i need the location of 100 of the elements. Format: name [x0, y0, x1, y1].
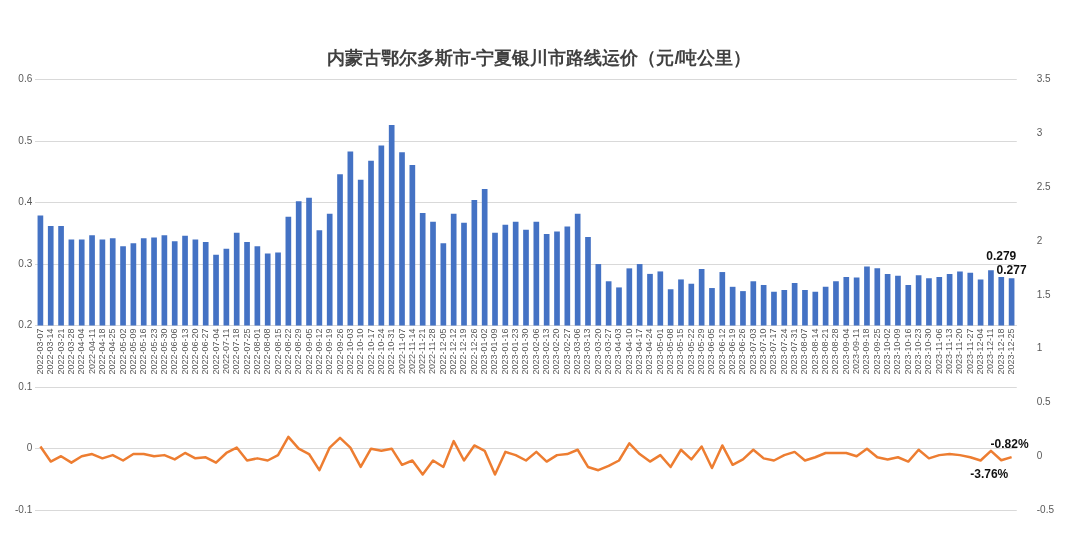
x-tick-label: 2022-07-18	[231, 328, 242, 375]
x-tick-label: 2022-11-07	[396, 328, 407, 374]
x-tick-label: 2023-07-10	[758, 328, 769, 375]
x-tick-label: 2023-11-20	[954, 328, 965, 374]
x-tick-label: 2023-01-23	[510, 328, 521, 375]
y2-tick-label: -0.5	[1036, 503, 1055, 515]
x-tick-label: 2023-04-24	[644, 328, 655, 375]
x-tick-label: 2022-12-19	[458, 328, 469, 375]
bar	[295, 201, 302, 326]
x-tick-label: 2022-11-21	[417, 328, 428, 374]
x-tick-label: 2023-01-09	[489, 328, 500, 375]
bar	[750, 281, 757, 326]
y2-tick-label: 2	[1036, 234, 1043, 246]
x-tick-label: 2023-09-11	[851, 328, 862, 374]
bar	[109, 238, 116, 326]
x-tick-label: 2022-07-25	[241, 328, 252, 375]
bar	[667, 289, 674, 326]
bar	[564, 226, 571, 326]
bar	[481, 189, 488, 326]
x-tick-label: 2023-10-16	[902, 328, 913, 375]
x-tick-label: 2023-10-02	[882, 328, 893, 375]
y2-tick-label: 2.5	[1036, 180, 1052, 192]
x-tick-label: 2023-12-25	[1006, 328, 1017, 375]
x-tick-label: 2023-04-17	[634, 328, 645, 375]
x-tick-label: 2023-10-09	[892, 328, 903, 375]
x-tick-label: 2023-02-13	[541, 328, 552, 375]
bar	[998, 276, 1005, 326]
x-tick-label: 2022-10-17	[365, 328, 376, 375]
bar	[833, 281, 839, 326]
chart-title: 内蒙古鄂尔多斯市-宁夏银川市路线运价（元/吨公里）	[326, 47, 752, 68]
bar	[368, 160, 374, 326]
x-tick-label: 2023-07-31	[789, 328, 800, 375]
bar	[585, 237, 591, 326]
bar	[357, 179, 364, 326]
x-tick-label: 2023-11-13	[944, 328, 955, 374]
bar	[977, 279, 984, 326]
x-tick-label: 2023-04-03	[613, 328, 624, 375]
x-tick-label: 2023-02-20	[551, 328, 562, 375]
x-tick-label: 2022-03-28	[65, 328, 76, 375]
x-tick-label: 2022-11-28	[427, 328, 438, 374]
y-tick-label: -0.1	[15, 503, 33, 515]
data-label: -3.76%	[970, 466, 1009, 481]
bar	[595, 264, 602, 326]
bar	[182, 235, 188, 326]
bar	[647, 273, 653, 326]
x-tick-label: 2022-09-05	[303, 328, 314, 375]
x-tick-label: 2023-09-04	[840, 328, 851, 375]
x-tick-label: 2023-03-20	[592, 328, 603, 375]
x-tick-label: 2023-10-23	[913, 328, 924, 375]
bar	[502, 224, 509, 326]
x-tick-label: 2023-07-24	[778, 328, 789, 375]
bar	[554, 231, 560, 326]
y2-tick-label: 3.5	[1036, 73, 1052, 85]
x-tick-label: 2022-12-26	[468, 328, 479, 375]
y-tick-label: 0.1	[18, 380, 33, 392]
x-tick-label: 2022-05-02	[117, 328, 128, 375]
bar	[864, 266, 870, 326]
bar	[936, 276, 943, 326]
x-tick-label: 2022-07-04	[210, 328, 221, 375]
y2-tick-label: 0.5	[1036, 396, 1052, 408]
bar	[967, 272, 974, 326]
bar	[781, 289, 788, 326]
x-tick-label: 2023-09-25	[871, 328, 882, 375]
x-tick-label: 2022-09-19	[324, 328, 335, 375]
x-tick-label: 2023-01-16	[499, 328, 510, 375]
bar	[957, 271, 963, 326]
y2-tick-label: 1.5	[1036, 288, 1052, 300]
x-tick-label: 2022-06-20	[189, 328, 200, 375]
bar	[78, 239, 85, 326]
x-tick-label: 2023-04-10	[623, 328, 634, 375]
bar	[678, 279, 684, 326]
x-tick-label: 2023-07-17	[768, 328, 779, 375]
bar	[450, 213, 457, 326]
y2-tick-label: 0	[1036, 449, 1043, 461]
bar	[843, 276, 850, 326]
bar	[244, 241, 250, 326]
x-tick-label: 2022-08-08	[262, 328, 273, 375]
x-tick-label: 2022-09-12	[313, 328, 324, 375]
x-tick-label: 2023-06-12	[716, 328, 727, 375]
x-tick-label: 2023-09-18	[861, 328, 872, 375]
x-tick-label: 2022-12-12	[448, 328, 459, 375]
bar	[709, 288, 715, 326]
bar	[419, 213, 426, 326]
x-tick-label: 2022-05-23	[148, 328, 159, 375]
x-tick-label: 2023-03-13	[582, 328, 593, 375]
y-tick-label: 0.3	[18, 257, 33, 269]
x-tick-label: 2023-12-11	[985, 328, 996, 374]
bar	[688, 283, 695, 326]
x-tick-label: 2023-02-27	[561, 328, 572, 375]
x-tick-label: 2023-05-22	[685, 328, 696, 375]
bar	[430, 221, 436, 326]
bar	[151, 237, 157, 326]
bar	[89, 235, 95, 326]
x-tick-label: 2023-08-21	[820, 328, 831, 375]
bar	[802, 289, 808, 326]
bar	[471, 200, 478, 326]
x-tick-label: 2022-08-22	[282, 328, 293, 375]
x-tick-label: 2023-06-26	[737, 328, 748, 375]
x-tick-label: 2022-10-24	[375, 328, 386, 375]
bar	[512, 221, 519, 326]
